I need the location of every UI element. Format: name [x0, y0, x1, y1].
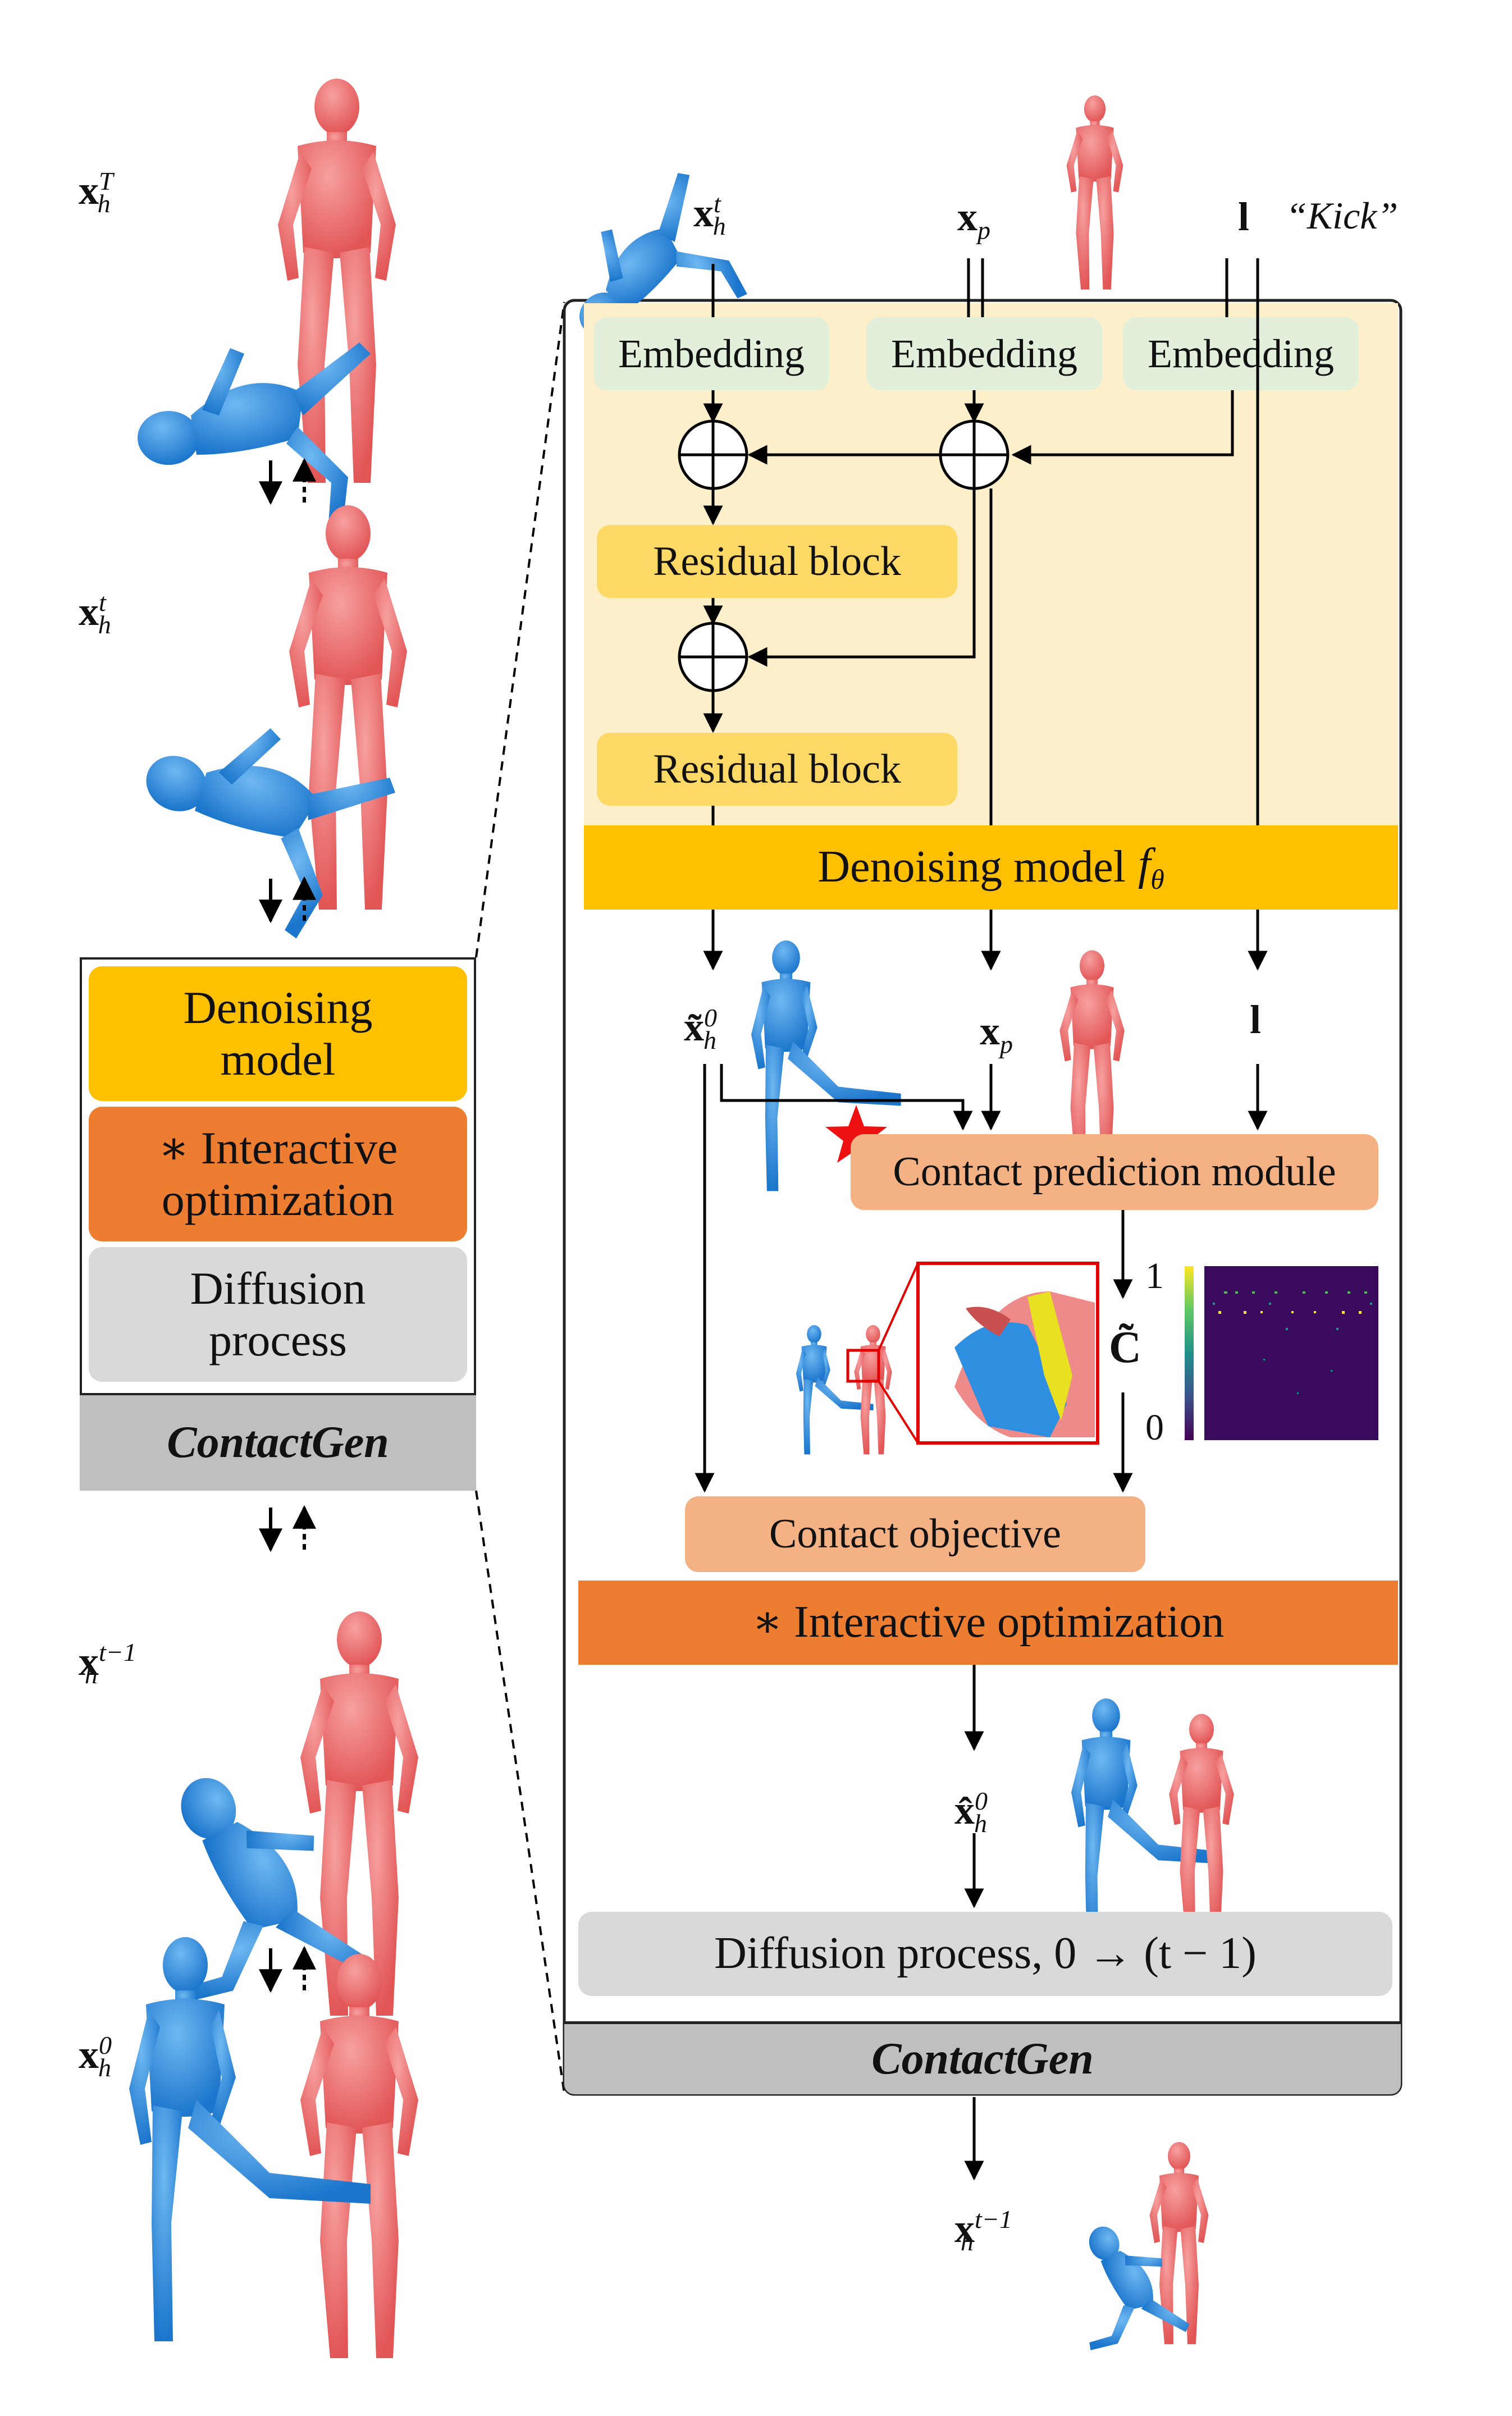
left-denoising-block: Denoising model — [89, 966, 467, 1101]
label-xp-mid: xp — [980, 1008, 1013, 1059]
colorbar-max: 1 — [1145, 1255, 1164, 1296]
f-theta: fθ — [1138, 840, 1164, 895]
left-contactgen-title: ContactGen — [80, 1393, 476, 1491]
label-x0-tilde: x̃0h — [684, 1003, 717, 1055]
contact-heatmap — [1185, 1266, 1378, 1440]
input-kick-text: “Kick” — [1286, 194, 1399, 237]
input-xp: xp — [957, 194, 990, 245]
residual-block-2: Residual block — [597, 733, 957, 806]
label-xtm1: xt−1h — [79, 1638, 136, 1689]
left-diffusion-block: Diffusion process — [89, 1247, 467, 1382]
label-xt: xth — [79, 588, 111, 640]
input-xh: xth — [693, 189, 726, 241]
contact-zoom-inset — [796, 1262, 1099, 1455]
label-l-mid: l — [1250, 997, 1262, 1042]
embedding-block-3: Embedding — [1123, 317, 1359, 390]
denoising-model-bar: Denoising model fθ — [584, 825, 1398, 910]
label-x0-hat: x̂0h — [954, 1787, 988, 1838]
star-icon — [825, 1105, 887, 1163]
input-figure-xp — [1066, 95, 1123, 290]
contact-objective: Contact objective — [685, 1496, 1145, 1572]
human-pair-xt — [110, 505, 407, 951]
label-xT: xTh — [79, 167, 113, 218]
contactgen-title-bar: ContactGen — [564, 2021, 1401, 2094]
embedding-block-2: Embedding — [866, 317, 1102, 390]
label-c-tilde: C̃ — [1109, 1323, 1141, 1372]
left-interactive-block: ∗ Interactive optimization — [89, 1107, 467, 1241]
embedding-block-1: Embedding — [593, 317, 829, 390]
label-x0: x0h — [79, 2031, 112, 2082]
left-stack: Denoising model ∗ Interactive optimizati… — [80, 957, 476, 1491]
residual-block-1: Residual block — [597, 525, 957, 598]
left-step-arrows — [259, 458, 316, 1993]
label-output: xt−1h — [954, 2205, 1012, 2257]
contact-prediction-module: Contact prediction module — [851, 1134, 1378, 1210]
input-l: l — [1238, 194, 1250, 239]
diffusion-process-block: Diffusion process, 0 → (t − 1) — [578, 1912, 1392, 1996]
denoising-region — [584, 303, 1398, 910]
figure-output — [1052, 2142, 1209, 2365]
zoom-lines — [475, 302, 565, 2094]
colorbar-min: 0 — [1145, 1407, 1164, 1448]
human-pair-x0 — [129, 1937, 418, 2358]
human-pair-xT — [138, 79, 396, 528]
interactive-optimization-bar: ∗ Interactive optimization — [578, 1581, 1398, 1665]
